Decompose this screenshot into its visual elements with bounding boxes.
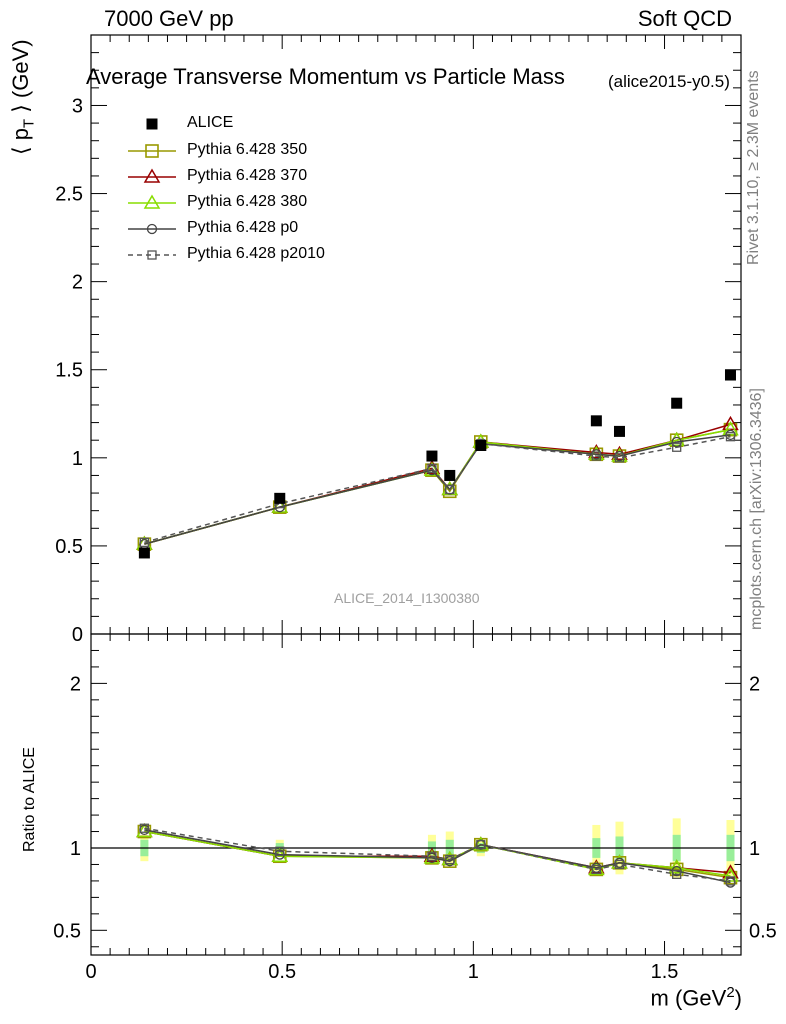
ratio-series-point <box>139 823 150 833</box>
legend-symbol <box>147 250 157 260</box>
main-y-tick-label: 2.5 <box>55 184 83 206</box>
legend-label-370: Pythia 6.428 370 <box>187 167 308 184</box>
ratio-y-tick-label-right: 2 <box>749 673 760 695</box>
chart-title-tag: (alice2015-y0.5) <box>608 72 730 91</box>
main-y-tick-label: 1 <box>72 448 83 470</box>
alice-data-point <box>274 492 286 504</box>
alice-data-point <box>613 425 625 437</box>
chart-title: Average Transverse Momentum vs Particle … <box>86 64 565 89</box>
x-tick-label: 0.5 <box>268 961 296 983</box>
alice-data-point <box>444 469 456 481</box>
ratio-series-point <box>476 840 486 850</box>
ratio-series-point <box>725 876 736 886</box>
main-series-point <box>614 453 625 463</box>
legend-symbol <box>143 168 161 183</box>
alice-data-point <box>426 450 438 462</box>
ratio-plot-frame <box>90 633 742 956</box>
main-y-tick-label: 1.5 <box>55 360 83 382</box>
legend-label-p2010: Pythia 6.428 p2010 <box>187 245 325 262</box>
ratio-y-tick-label-right: 1 <box>749 838 760 860</box>
ratio-y-tick-label: 2 <box>70 673 81 695</box>
main-series-point <box>725 432 736 442</box>
alice-data-point <box>671 397 683 409</box>
main-series-point <box>139 537 150 548</box>
analysis-id-watermark: ALICE_2014_I1300380 <box>334 590 480 606</box>
ratio-series-point <box>614 859 625 870</box>
alice-data-point <box>724 369 736 381</box>
alice-data-point <box>138 547 150 559</box>
x-tick-label: 1 <box>468 961 479 983</box>
alice-data-point <box>475 439 487 451</box>
main-series-point <box>445 484 455 495</box>
x-axis-label: m (GeV2) <box>650 984 742 1011</box>
main-series-line <box>144 423 731 545</box>
main-y-tick-label: 0 <box>72 624 83 646</box>
ratio-series-point <box>275 846 285 856</box>
main-series-point <box>722 415 739 431</box>
main-series-point <box>722 421 739 436</box>
ratio-series-line <box>144 827 731 882</box>
main-series-line <box>144 428 731 545</box>
main-series-point <box>671 436 682 448</box>
main-series-point <box>672 442 682 452</box>
x-tick-label: 1.5 <box>651 961 679 983</box>
ratio-series-point <box>427 851 437 861</box>
main-y-tick-label: 0.5 <box>55 536 83 558</box>
process-label: Soft QCD <box>637 6 732 31</box>
legend-label-380: Pythia 6.428 380 <box>187 193 308 210</box>
main-series-point <box>427 463 437 474</box>
rivet-version-label: Rivet 3.1.10, ≥ 2.3M events <box>745 70 762 265</box>
ratio-series-point <box>591 864 602 875</box>
legend-label-p0: Pythia 6.428 p0 <box>187 219 299 236</box>
legend-symbol <box>146 223 158 235</box>
main-y-tick-label: 2 <box>72 272 83 294</box>
x-tick-label: 0 <box>85 961 96 983</box>
ratio-y-tick-label: 0.5 <box>53 920 81 942</box>
ratio-series-point <box>668 859 685 874</box>
main-series-point <box>591 451 602 461</box>
legend-symbol <box>145 144 159 158</box>
legend-symbol-alice <box>146 118 158 130</box>
alice-data-point <box>590 415 602 427</box>
legend-label-350: Pythia 6.428 350 <box>187 141 308 158</box>
main-y-axis-label: ⟨ pT ⟩ (GeV) <box>8 39 38 155</box>
ratio-series-point <box>445 854 455 865</box>
ratio-y-axis-label: Ratio to ALICE <box>21 747 38 852</box>
ratio-series-point <box>722 867 739 882</box>
legend-symbol <box>143 194 161 209</box>
ratio-series-point <box>672 869 682 879</box>
ratio-y-tick-label-right: 0.5 <box>749 920 777 942</box>
legend-label-alice: ALICE <box>187 114 234 131</box>
ratio-y-tick-label: 1 <box>70 838 81 860</box>
collision-label: 7000 GeV pp <box>104 6 234 31</box>
mcplots-reference-label: mcplots.cern.ch [arXiv:1306.3436] <box>748 388 765 630</box>
main-series-line <box>144 428 731 545</box>
main-y-tick-label: 3 <box>72 95 83 117</box>
